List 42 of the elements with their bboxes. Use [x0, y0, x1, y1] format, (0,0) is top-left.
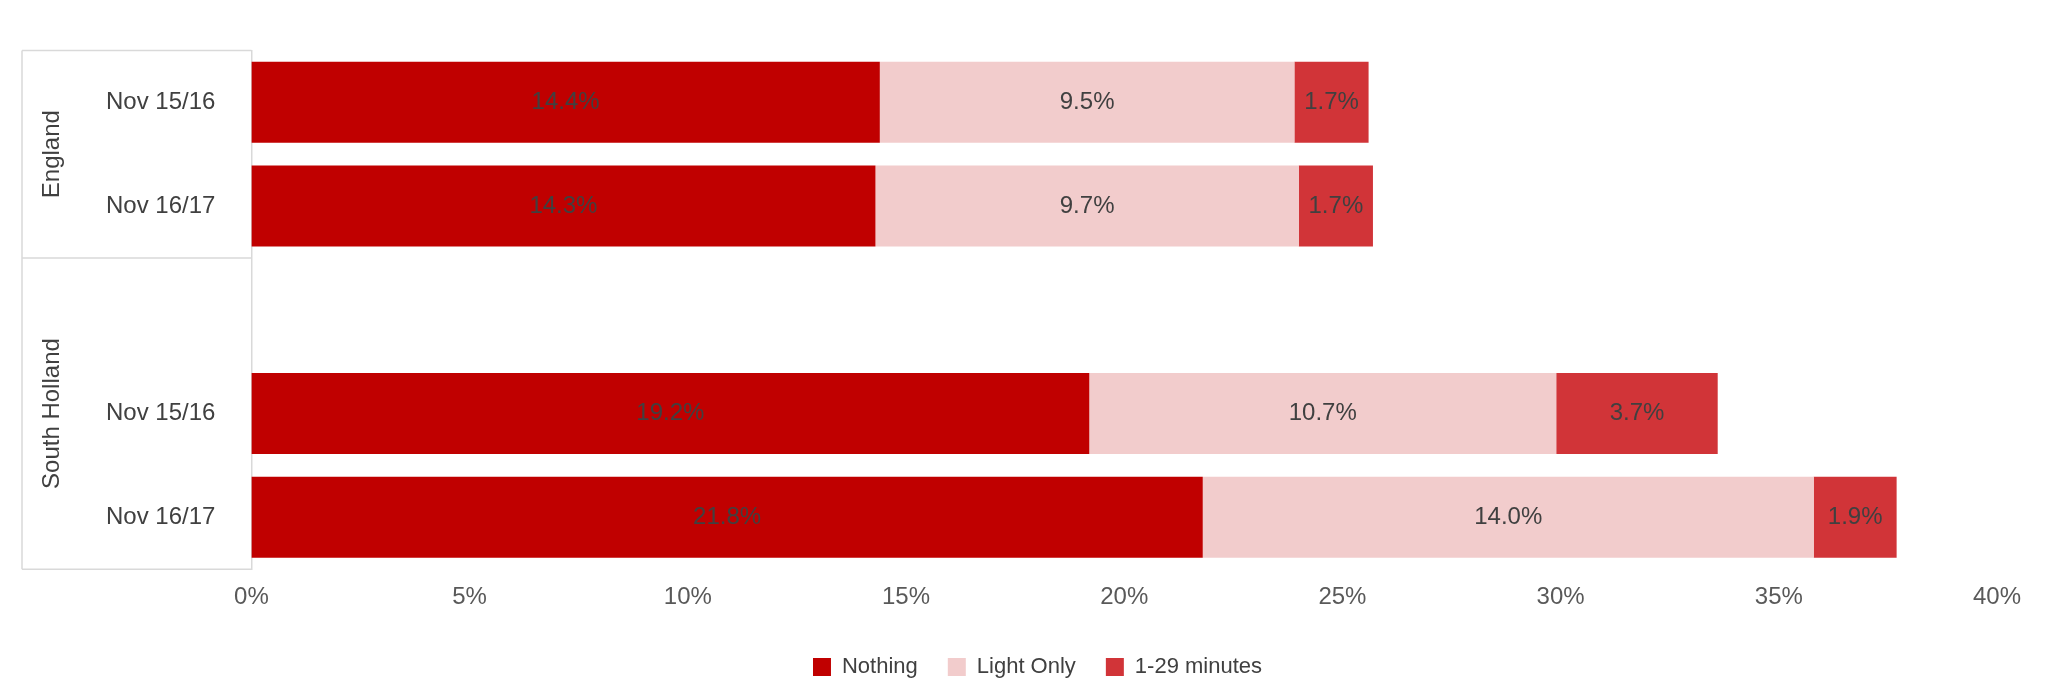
data-label: 1.7%: [1308, 190, 1364, 218]
bar: [251, 165, 876, 247]
data-label: 9.5%: [1059, 86, 1115, 114]
y-tick-label: Nov 16/17: [106, 501, 216, 529]
data-label: 21.8%: [693, 501, 762, 529]
x-tick-label: 0%: [234, 582, 269, 610]
bar: [251, 373, 1090, 455]
y-tick-label: Nov 15/16: [106, 398, 216, 426]
bar: [1813, 476, 1897, 558]
text: South Holland: [36, 338, 64, 489]
x-tick-label: 5%: [452, 582, 487, 610]
data-label: 14.0%: [1474, 501, 1543, 529]
bar: [1202, 476, 1814, 558]
x-tick-label: 10%: [663, 582, 712, 610]
data-label: 10.7%: [1288, 398, 1357, 426]
x-tick-label: 30%: [1536, 582, 1585, 610]
x-tick-label: 40%: [1972, 582, 2022, 610]
data-label: 14.4%: [531, 86, 600, 114]
x-tick-label: 20%: [1100, 582, 1149, 610]
legend-label: Light Only: [976, 653, 1076, 679]
bar: [879, 61, 1295, 143]
bar: [1089, 373, 1557, 455]
y-tick-label: Nov 15/16: [106, 86, 216, 114]
data-label: 3.7%: [1609, 398, 1665, 426]
data-label: 1.9%: [1827, 501, 1883, 529]
y-tick-label: Nov 16/17: [106, 190, 216, 218]
x-tick-label: 35%: [1754, 582, 1803, 610]
data-label: 9.7%: [1059, 190, 1115, 218]
legend-label: 1-29 minutes: [1134, 653, 1263, 679]
data-label: 1.7%: [1304, 86, 1359, 114]
bar: [251, 476, 1203, 558]
bar: [1298, 165, 1373, 247]
data-label: 19.2%: [636, 398, 705, 426]
legend-label: Nothing: [841, 653, 918, 679]
bar: [1556, 373, 1718, 455]
data-label: 14.3%: [529, 190, 598, 218]
x-tick-label: 15%: [881, 582, 931, 610]
bar: [875, 165, 1299, 247]
bar: [251, 61, 880, 143]
bar: [1294, 61, 1369, 143]
x-tick-label: 25%: [1318, 582, 1367, 610]
text: England: [36, 110, 64, 199]
